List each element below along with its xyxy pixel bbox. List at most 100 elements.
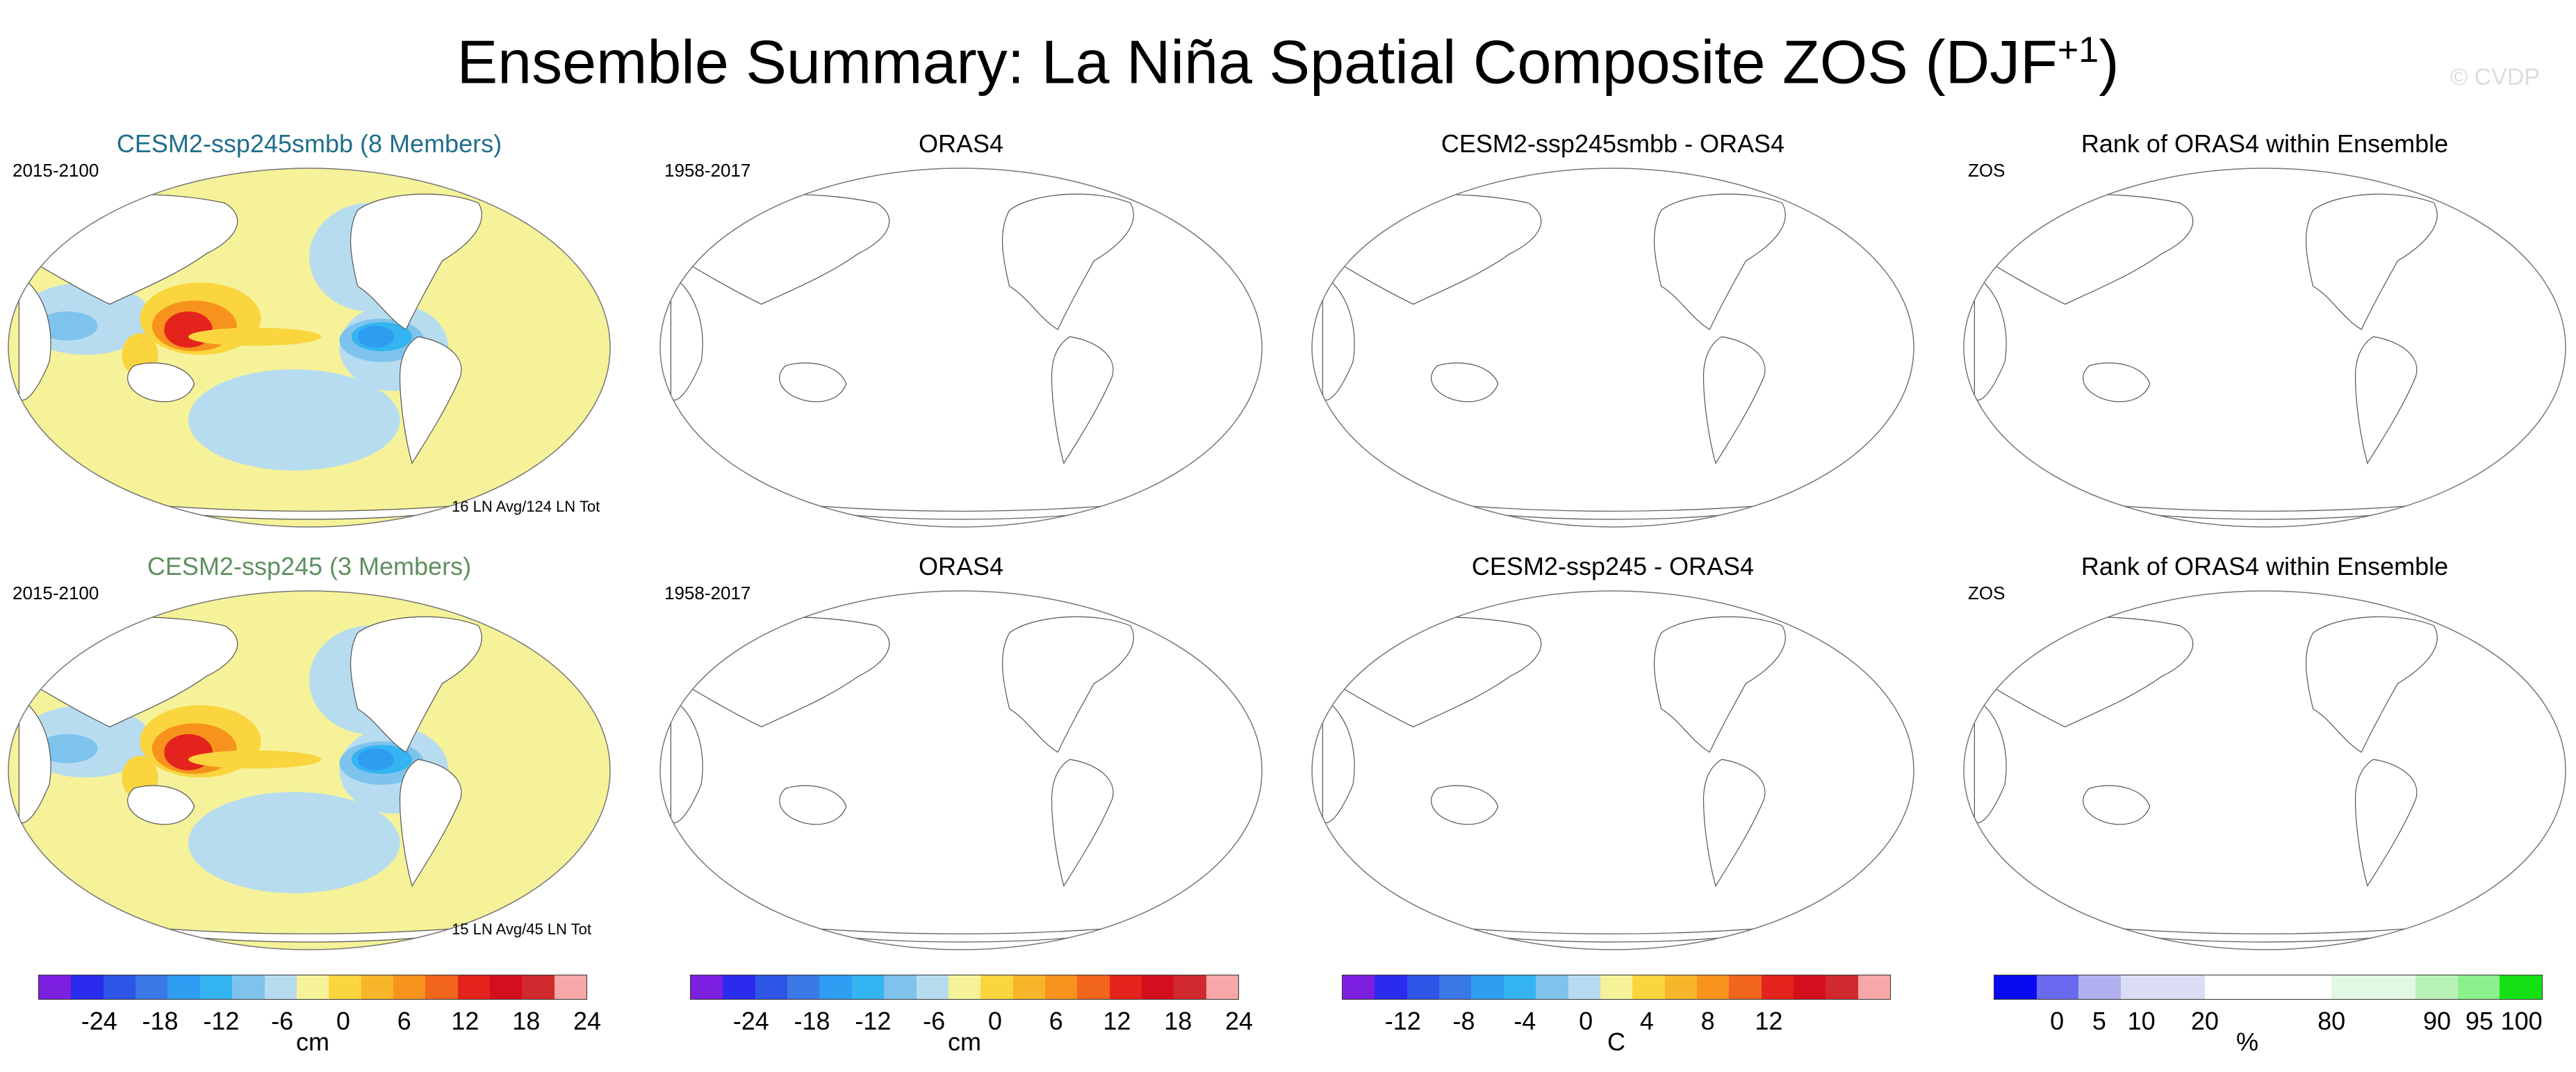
anomaly-contour <box>37 734 98 763</box>
south-america-coastline <box>399 336 462 464</box>
map-border <box>659 590 1263 950</box>
australia-coastline <box>1431 362 1499 403</box>
colorbar-swatch <box>136 975 168 999</box>
colorbar-tick-label: 90 <box>2423 1007 2452 1035</box>
anomaly-contour <box>357 325 394 348</box>
colorbar-swatch <box>2289 975 2331 999</box>
colorbar-swatch <box>723 975 755 999</box>
south-america-coastline <box>2354 336 2418 464</box>
eurasia-coastline <box>1322 617 1542 728</box>
north-america-coastline <box>2305 193 2438 330</box>
colorbar-swatch <box>1696 975 1730 999</box>
africa-coastline <box>1322 697 1355 823</box>
map-border <box>1963 590 2566 950</box>
north-america-coastline <box>2305 616 2438 753</box>
colorbar-swatch <box>1044 975 1078 999</box>
panel-title: CESM2-ssp245 (3 Members) <box>147 552 472 580</box>
colorbar-swatch <box>2457 975 2500 999</box>
colorbar-tick-label: 12 <box>451 1007 479 1035</box>
colorbar-swatch <box>490 975 523 999</box>
colorbar-unit: C <box>1607 1028 1625 1056</box>
south-america-coastline <box>399 758 462 887</box>
eurasia-coastline <box>1974 194 2194 305</box>
south-america-coastline <box>2354 758 2418 887</box>
anomaly-contour <box>188 327 322 346</box>
australia-coastline <box>1431 785 1499 825</box>
colorbar-swatch <box>1174 975 1206 999</box>
colorbar-swatch <box>522 975 555 999</box>
anomaly-contour <box>188 369 400 471</box>
australia-coastline <box>127 785 195 825</box>
panel-period-label: 2015-2100 <box>13 160 99 181</box>
colorbar-swatch <box>1439 975 1472 999</box>
colorbar-swatch <box>2415 975 2458 999</box>
north-america-coastline <box>350 193 482 330</box>
colorbar-tick-label: 100 <box>2500 1007 2543 1035</box>
antarctica-coastline <box>779 925 1143 943</box>
australia-coastline <box>2083 785 2151 825</box>
colorbar-tick-label: 6 <box>397 1007 411 1035</box>
africa-coastline <box>18 274 51 400</box>
colorbar-swatch <box>851 975 885 999</box>
colorbar-swatch <box>916 975 949 999</box>
antarctica-coastline <box>1431 503 1795 520</box>
colorbar-tick-label: 8 <box>1700 1007 1715 1035</box>
colorbar-tick-label: 0 <box>336 1007 350 1035</box>
colorbar-tick-label: 6 <box>1049 1007 1063 1035</box>
panel-title: CESM2-ssp245smbb - ORAS4 <box>1441 129 1785 158</box>
colorbar-swatch <box>948 975 981 999</box>
colorbar-tick-label: -8 <box>1452 1007 1475 1035</box>
map-border <box>8 168 611 528</box>
world-map <box>659 590 1263 950</box>
panel-title: Rank of ORAS4 within Ensemble <box>2081 129 2449 158</box>
colorbar-swatch <box>39 975 72 999</box>
colorbar-tick-label: -4 <box>1513 1007 1536 1035</box>
anomaly-contour <box>357 748 394 770</box>
colorbar-tick-label: -12 <box>1384 1007 1421 1035</box>
watermark: © CVDP <box>2450 64 2540 90</box>
australia-coastline <box>127 362 195 403</box>
colorbar <box>1994 975 2543 1000</box>
colorbar-tick-label: -24 <box>81 1007 117 1035</box>
colorbar-swatch <box>1077 975 1110 999</box>
colorbar-swatch <box>457 975 491 999</box>
colorbar-tick-label: 24 <box>1224 1007 1254 1035</box>
colorbar-tick-label: -6 <box>271 1007 294 1035</box>
world-map <box>8 590 611 950</box>
panel-period-label: 1958-2017 <box>664 583 751 603</box>
colorbar-swatch <box>1109 975 1142 999</box>
composite-count-note: 16 LN Avg/124 LN Tot <box>452 498 600 515</box>
colorbar-swatch <box>819 975 852 999</box>
colorbar-tick-label: -12 <box>855 1007 892 1035</box>
antarctica-coastline <box>2083 503 2447 520</box>
eurasia-coastline <box>1974 617 2194 728</box>
colorbar-tick-label: -6 <box>923 1007 946 1035</box>
map-border <box>8 590 611 950</box>
colorbar-tick-label: 12 <box>1755 1007 1783 1035</box>
colorbar-swatch <box>296 975 329 999</box>
australia-coastline <box>2083 362 2151 403</box>
colorbar-tick-label: -12 <box>203 1007 240 1035</box>
colorbar <box>38 975 587 1000</box>
colorbar-swatch <box>1857 975 1891 999</box>
colorbar-swatch <box>393 975 426 999</box>
colorbar-swatch <box>1375 975 1407 999</box>
antarctica-coastline <box>1431 925 1795 943</box>
north-america-coastline <box>1001 193 1134 330</box>
colorbar-tick-label: 24 <box>573 1007 602 1035</box>
colorbar-swatch <box>103 975 136 999</box>
world-map <box>1963 590 2566 950</box>
colorbar-unit: cm <box>296 1028 329 1056</box>
africa-coastline <box>1322 274 1355 400</box>
eurasia-coastline <box>670 617 890 728</box>
map-border <box>1963 168 2566 528</box>
colorbar-swatch <box>167 975 200 999</box>
colorbar-swatch <box>1406 975 1440 999</box>
figure-title: Ensemble Summary: La Niña Spatial Compos… <box>457 27 2119 97</box>
colorbar-swatch <box>2331 975 2374 999</box>
antarctica-coastline <box>2083 925 2447 943</box>
world-map <box>8 168 611 528</box>
colorbar-swatch <box>884 975 917 999</box>
colorbar-swatch <box>1632 975 1665 999</box>
world-map <box>659 168 1263 528</box>
